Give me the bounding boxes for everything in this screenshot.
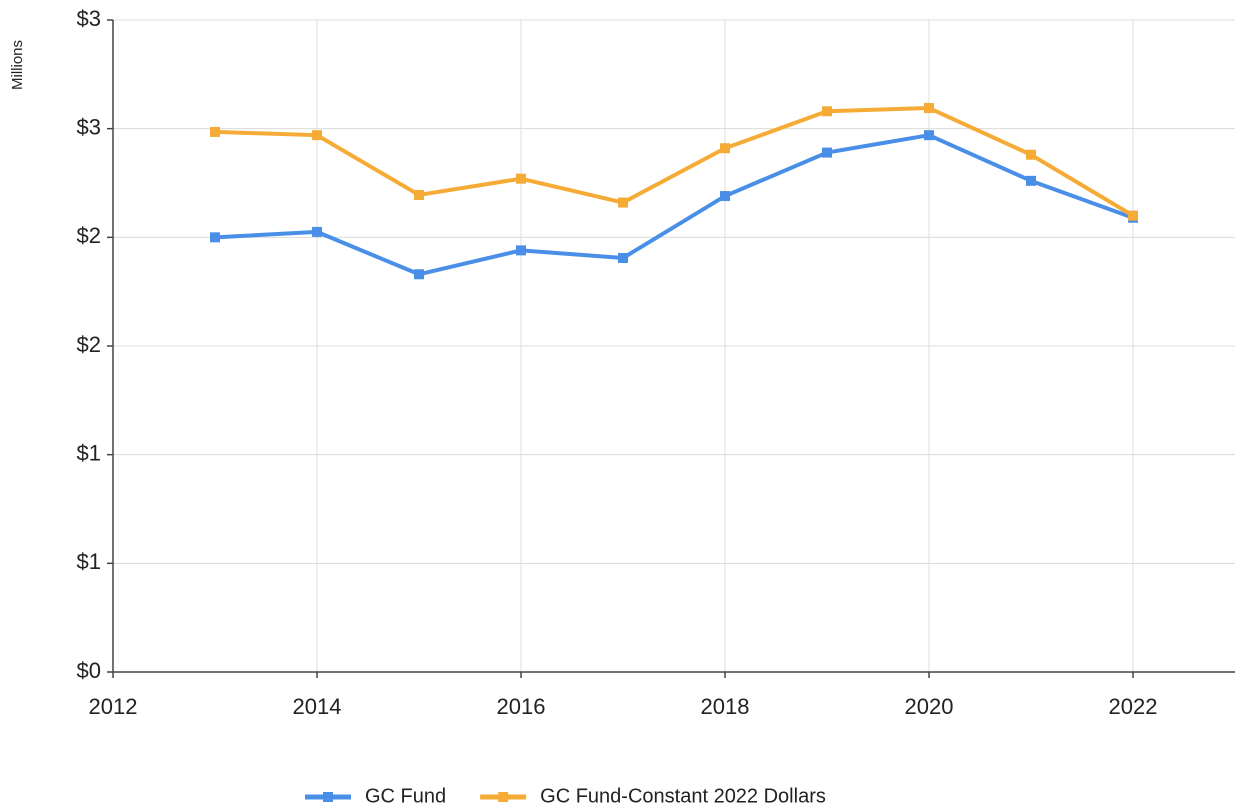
- point: [516, 245, 526, 256]
- point: [312, 130, 322, 141]
- point: [924, 103, 934, 114]
- point: [822, 147, 832, 158]
- point: [210, 126, 220, 137]
- point: [924, 130, 934, 141]
- series-line: [214, 106, 1135, 218]
- x-tick-label: 2018: [701, 694, 750, 719]
- y-tick-label: $3: [77, 6, 101, 31]
- point: [516, 173, 526, 184]
- point: [1128, 210, 1138, 221]
- point: [414, 189, 424, 200]
- point: [618, 252, 628, 263]
- x-tick-label: 2012: [89, 694, 138, 719]
- point: [1026, 175, 1036, 186]
- y-tick-label: $1: [77, 549, 101, 574]
- x-tick-label: 2020: [905, 694, 954, 719]
- y-tick-label: $2: [77, 332, 101, 357]
- x-tick-label: 2016: [497, 694, 546, 719]
- y-tick-label: $0: [77, 658, 101, 683]
- x-tick-label: 2014: [293, 694, 342, 719]
- point: [312, 226, 322, 237]
- point: [822, 106, 832, 117]
- y-tick-label: $3: [77, 114, 101, 139]
- legend-marker: [323, 792, 333, 802]
- y-axis-label: Millions: [9, 40, 26, 90]
- series-line: [214, 133, 1134, 277]
- y-tick-label: $2: [77, 223, 101, 248]
- legend-marker: [498, 792, 509, 802]
- point: [720, 143, 730, 154]
- point: [210, 232, 220, 243]
- y-tick-label: $1: [77, 440, 101, 465]
- legend-label: GC Fund-Constant 2022 Dollars: [540, 785, 826, 807]
- legend-label: GC Fund: [365, 785, 446, 807]
- x-tick-label: 2022: [1109, 694, 1158, 719]
- point: [414, 269, 424, 280]
- point: [720, 191, 730, 202]
- point: [1026, 149, 1036, 160]
- point: [618, 197, 628, 208]
